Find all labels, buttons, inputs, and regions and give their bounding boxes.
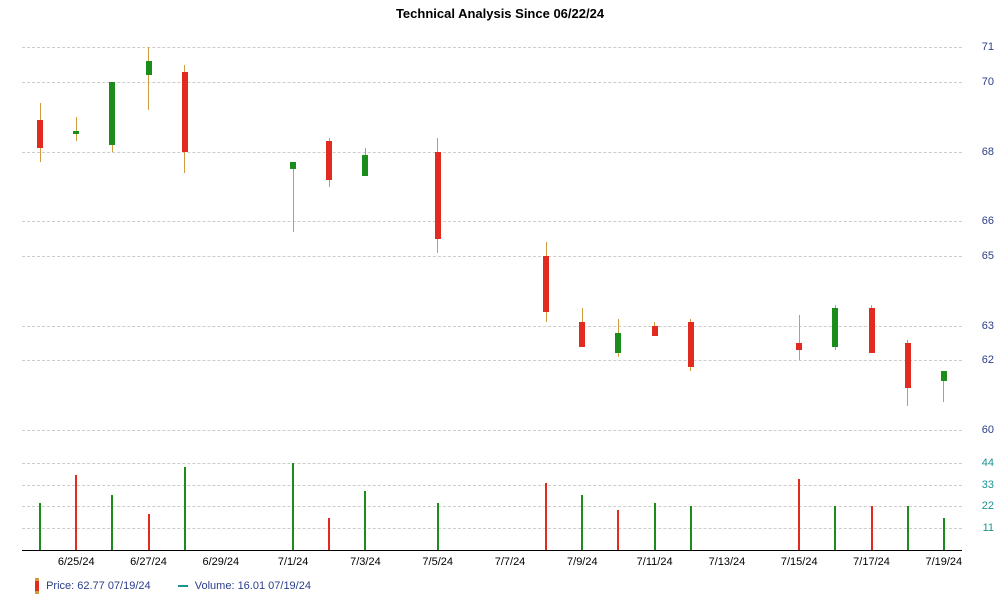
price-gridline [22,256,962,257]
price-gridline [22,430,962,431]
x-tick-label: 6/27/24 [130,556,167,568]
price-gridline [22,221,962,222]
x-tick-label: 7/3/24 [350,556,381,568]
candle-body [109,82,115,145]
volume-bar [437,503,439,551]
candle-body [73,131,79,134]
candle-body [579,322,585,346]
candle-body [326,141,332,179]
volume-gridline [22,485,962,486]
candle-wick [148,47,149,110]
candle-body [941,371,947,381]
x-tick-label: 6/25/24 [58,556,95,568]
candle-body [37,120,43,148]
volume-bar [798,479,800,550]
candle-body [543,256,549,312]
volume-bar [111,495,113,550]
volume-bar [292,463,294,550]
legend-price-marker [35,578,39,594]
volume-bar [184,467,186,550]
legend-volume-marker [178,585,188,587]
candle-wick [799,315,800,360]
volume-gridline [22,506,962,507]
candle-wick [76,117,77,141]
price-tick-label: 60 [982,424,994,436]
x-tick-label: 7/9/24 [567,556,598,568]
volume-bar [690,506,692,550]
price-tick-label: 68 [982,146,994,158]
x-tick-label: 7/1/24 [278,556,309,568]
candle-body [182,72,188,152]
plot-area [22,30,962,551]
candle-body [290,162,296,169]
legend-volume-text: Volume: 16.01 07/19/24 [195,580,311,592]
candle-body [615,333,621,354]
legend-price-text: Price: 62.77 07/19/24 [46,580,151,592]
price-tick-label: 66 [982,215,994,227]
price-gridline [22,360,962,361]
price-tick-label: 63 [982,320,994,332]
candle-body [688,322,694,367]
candle-body [796,343,802,350]
volume-bar [328,518,330,550]
price-gridline [22,326,962,327]
price-tick-label: 65 [982,250,994,262]
price-tick-label: 62 [982,354,994,366]
candle-body [652,326,658,336]
x-tick-label: 7/17/24 [853,556,890,568]
volume-bar [871,506,873,550]
volume-gridline [22,528,962,529]
volume-tick-label: 22 [982,500,994,512]
price-gridline [22,152,962,153]
price-gridline [22,47,962,48]
volume-bar [654,503,656,551]
candle-body [869,308,875,353]
volume-tick-label: 11 [983,522,994,534]
x-tick-label: 7/5/24 [422,556,453,568]
candle-body [362,155,368,176]
volume-bar [75,475,77,550]
chart-title: Technical Analysis Since 06/22/24 [0,6,1000,21]
legend-volume-item: Volume: 16.01 07/19/24 [178,580,311,592]
volume-bar [545,483,547,550]
volume-bar [39,503,41,551]
chart-legend: Price: 62.77 07/19/24 Volume: 16.01 07/1… [35,578,335,594]
x-tick-label: 7/11/24 [637,556,673,568]
x-tick-label: 7/7/24 [495,556,526,568]
volume-bar [617,510,619,550]
volume-tick-label: 44 [982,457,994,469]
volume-gridline [22,463,962,464]
x-tick-label: 7/15/24 [781,556,818,568]
volume-bar [907,506,909,550]
volume-bar [148,514,150,550]
price-tick-label: 71 [982,41,994,53]
candle-wick [293,162,294,232]
volume-bar [581,495,583,550]
candle-body [146,61,152,75]
candle-body [905,343,911,388]
price-gridline [22,82,962,83]
chart-container: Technical Analysis Since 06/22/24 60 62 63… [0,0,1000,600]
volume-tick-label: 33 [982,479,994,491]
candle-body [435,152,441,239]
volume-bar [834,506,836,550]
price-tick-label: 70 [982,76,994,88]
candle-body [832,308,838,346]
volume-bar [364,491,366,550]
volume-bar [943,518,945,550]
x-tick-label: 6/29/24 [202,556,239,568]
x-tick-label: 7/13/24 [709,556,746,568]
x-tick-label: 7/19/24 [925,556,962,568]
legend-price-item: Price: 62.77 07/19/24 [35,578,151,594]
